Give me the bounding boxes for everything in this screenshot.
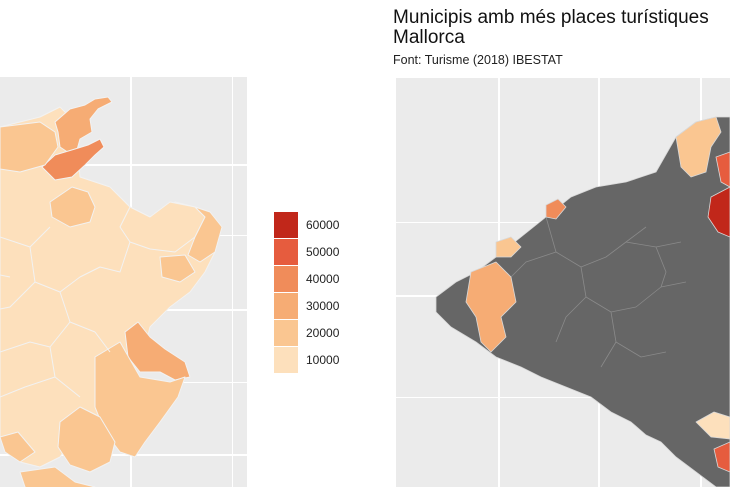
municipality-soller [545,198,567,220]
municipality-alcudia [41,138,105,181]
municipality-son-servera [159,254,196,283]
legend-label: 40000 [306,272,340,286]
municipality-west [495,236,522,258]
legend-label: 50000 [306,245,340,259]
municipality-capdepera [187,206,223,263]
legend-swatch [274,320,298,346]
municipality-santanyi [19,466,96,487]
municipality-southeast-a [695,411,730,440]
municipal-borders [510,216,687,368]
legend-label: 30000 [306,299,340,313]
municipality-muro [707,186,730,238]
municipality-andratx [465,261,517,353]
legend-label: 20000 [306,326,340,340]
left-map-svg [0,96,223,487]
gridline-h-major [0,164,247,166]
legend-swatch [274,266,298,292]
municipality-southwest [0,431,36,463]
legend-swatch [274,293,298,319]
map-title-line2: Mallorca [393,27,465,48]
municipality-southeast-b [713,441,730,473]
left-map-panel [0,77,247,487]
municipality-sant-llorenc [124,321,191,381]
gridline-h [396,77,730,78]
legend-swatch [274,212,298,238]
right-map-panel [396,77,730,487]
gridline-h [396,397,730,398]
legend-label: 60000 [306,218,340,232]
municipality-pollenca [675,116,722,178]
legend-swatch [274,239,298,265]
gridline-h-major [0,454,247,456]
legend-swatch [274,347,298,373]
right-map-svg [435,116,730,487]
map-title: Municipis amb més places turístiques [393,7,709,28]
municipality-felanitx [57,406,116,473]
gridline-v [232,77,233,487]
municipality-alcudia [715,151,730,188]
municipality-pollenca [0,121,59,173]
municipality-pollenca-north [54,96,113,158]
map-caption: Font: Turisme (2018) IBESTAT [393,53,563,67]
municipal-borders [0,226,131,398]
legend-label: 10000 [306,353,340,367]
municipality-muro [49,186,96,228]
